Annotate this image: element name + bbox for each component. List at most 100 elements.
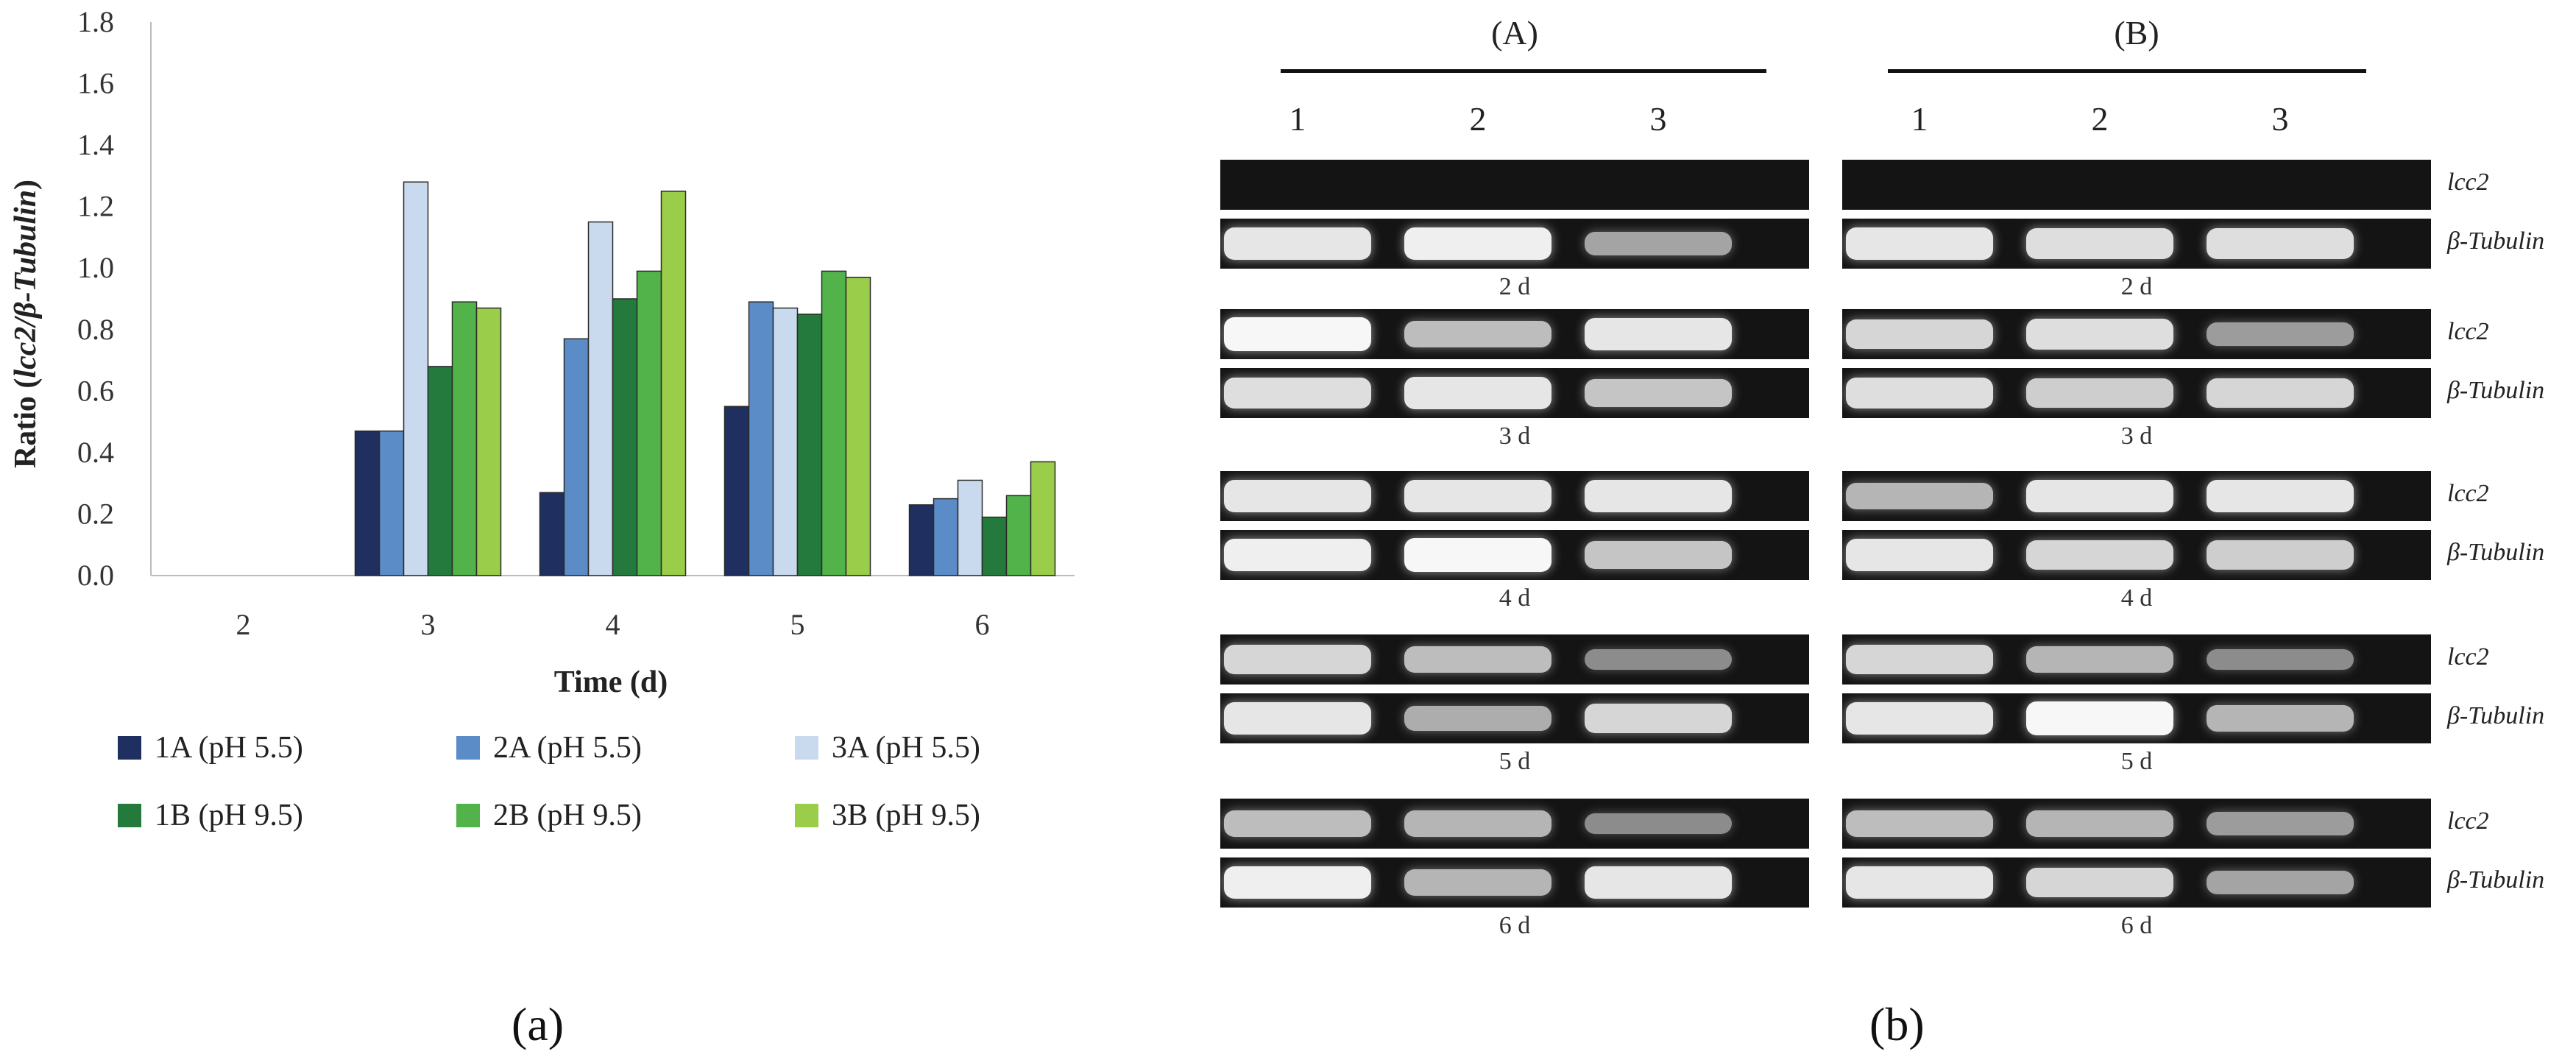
gel-band [1846, 866, 1993, 899]
gel-band [1404, 227, 1551, 261]
gel-band [2026, 318, 2173, 350]
group-header: (B) [2114, 14, 2159, 52]
legend-swatch [795, 804, 818, 827]
panel-b-label: (b) [1869, 998, 1925, 1050]
gel-strip-tubulin [1842, 857, 2431, 908]
gel-band [1585, 866, 1732, 899]
gel-band [1404, 377, 1551, 409]
gel-band [1585, 480, 1732, 512]
chart-legend: 1A (pH 5.5) 2A (pH 5.5) 3A (pH 5.5) 1B (pH … [118, 729, 1119, 835]
gel-band [2207, 648, 2354, 671]
bar-chart: 0.0 0.2 0.4 0.6 0.8 1.0 1.2 1.4 1.6 1.8 2 3 4 5 6 Tim… [9, 5, 1075, 699]
gel-band [2207, 480, 2354, 512]
bar-1-3 [354, 430, 381, 576]
gel-band [1224, 377, 1371, 409]
gel-band [1585, 703, 1732, 734]
day-label: 3 d [1498, 422, 1531, 450]
legend-item: 2A (pH 5.5) [456, 729, 795, 767]
gel-band [1585, 648, 1732, 671]
legend-label: 1A (pH 5.5) [155, 731, 303, 765]
gel-band [1404, 646, 1551, 673]
legend-item: 3A (pH 5.5) [795, 729, 1119, 767]
bar-3-6 [957, 479, 983, 576]
gel-band [2207, 322, 2354, 346]
day-label: 2 d [1498, 273, 1531, 300]
day-label: 6 d [1498, 912, 1531, 939]
legend-label: 3B (pH 9.5) [832, 799, 980, 832]
gel-band [2207, 378, 2354, 408]
bar-1-5 [723, 406, 750, 576]
gel-strip-lcc2 [1220, 634, 1809, 685]
y-tick-label: 0.2 [77, 497, 114, 530]
gel-band [1846, 227, 1993, 260]
legend-swatch [456, 736, 480, 760]
gel-band [1846, 319, 1993, 350]
day-label: 6 d [2120, 912, 2153, 939]
gene-label-lcc2: lcc2 [2447, 807, 2489, 835]
gene-label-lcc2: lcc2 [2447, 480, 2489, 507]
legend-item: 1A (pH 5.5) [118, 729, 456, 767]
y-tick-label: 1.8 [77, 5, 114, 38]
gel-strip-lcc2 [1842, 309, 2431, 359]
gel-band [1224, 538, 1371, 572]
y-tick-label: 0.6 [77, 374, 114, 407]
bar-3-3 [403, 181, 429, 576]
gene-label-lcc2: lcc2 [2447, 318, 2489, 345]
x-tick-label: 2 [236, 608, 251, 641]
day-label: 5 d [1498, 748, 1531, 775]
gel-strip-lcc2 [1842, 799, 2431, 849]
legend-label: 1B (pH 9.5) [155, 799, 303, 832]
day-label: 3 d [2120, 422, 2153, 450]
bar-6-5 [845, 277, 871, 576]
gel-band [2207, 812, 2354, 835]
gel-band [1846, 483, 1993, 509]
gel-strip-lcc2 [1220, 799, 1809, 849]
gel-band [2026, 480, 2173, 512]
legend-label: 2A (pH 5.5) [493, 731, 642, 765]
lane-number: 3 [2271, 100, 2289, 138]
gel-band [1224, 316, 1371, 352]
gel-band [2207, 705, 2354, 732]
bar-4-3 [427, 366, 453, 576]
y-axis-title: Ratio (lcc2/β-Tubulin) [9, 180, 43, 468]
legend-swatch [118, 736, 141, 760]
group-underline [1281, 69, 1766, 73]
gel-band [1404, 869, 1551, 896]
gel-strip-tubulin [1220, 219, 1809, 269]
day-label: 5 d [2120, 748, 2153, 775]
y-tick-label: 1.2 [77, 190, 114, 223]
bar-6-4 [660, 191, 687, 576]
lane-number: 1 [1289, 100, 1306, 138]
lane-number: 1 [1911, 100, 1928, 138]
gel-band [1404, 537, 1551, 573]
y-tick-label: 1.6 [77, 67, 114, 100]
bar-5-3 [451, 301, 478, 576]
bar-2-5 [748, 301, 774, 576]
group-header: (A) [1491, 14, 1538, 52]
bar-5-4 [636, 270, 662, 576]
gel-strip-tubulin [1220, 368, 1809, 418]
gel-strip-lcc2 [1220, 309, 1809, 359]
bar-6-6 [1030, 461, 1056, 576]
gel-band [1224, 702, 1371, 735]
gel-band [2207, 540, 2354, 570]
bar-1-4 [539, 492, 565, 576]
gel-band [1404, 706, 1551, 731]
gel-strip-tubulin [1842, 219, 2431, 269]
gel-band [1585, 378, 1732, 408]
gel-band [1404, 810, 1551, 837]
gel-band [2026, 378, 2173, 408]
gel-band [2207, 227, 2354, 260]
gel-band [1585, 231, 1732, 256]
bars [354, 181, 1056, 576]
day-label: 4 d [1498, 584, 1531, 612]
gel-strip-tubulin [1220, 857, 1809, 908]
bar-5-5 [821, 270, 847, 576]
y-tick-label: 0.0 [77, 559, 114, 592]
legend-label: 3A (pH 5.5) [832, 731, 980, 765]
gel-strip-lcc2 [1220, 471, 1809, 521]
gel-strip-lcc2 [1220, 160, 1809, 210]
x-tick-label: 4 [606, 608, 620, 641]
gel-band [1846, 702, 1993, 735]
bar-2-6 [933, 498, 959, 576]
